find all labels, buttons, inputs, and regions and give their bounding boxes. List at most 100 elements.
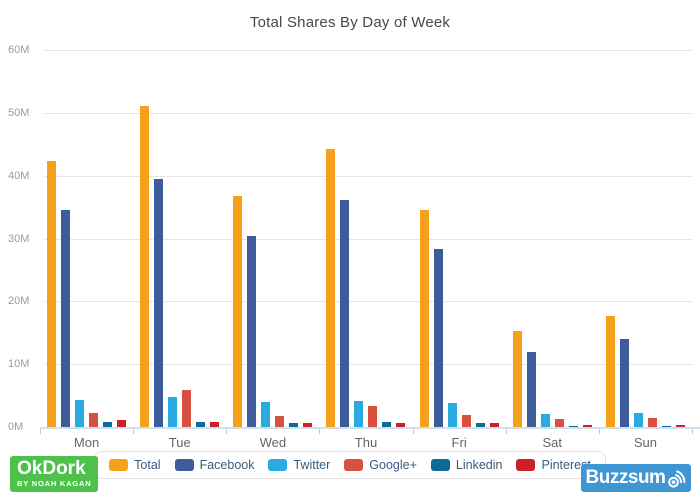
bar-linkedin-thu[interactable] xyxy=(382,421,392,427)
gridline-30M xyxy=(44,238,692,240)
legend-swatch-pinterest xyxy=(516,459,536,471)
bar-google-tue[interactable] xyxy=(182,389,192,427)
bar-pinterest-thu[interactable] xyxy=(396,423,406,427)
bar-facebook-tue[interactable] xyxy=(154,179,164,427)
bar-total-mon[interactable] xyxy=(47,161,57,427)
bar-facebook-sat[interactable] xyxy=(526,352,536,427)
bar-linkedin-tue[interactable] xyxy=(196,421,206,427)
bar-total-sun[interactable] xyxy=(605,316,615,427)
bar-total-thu[interactable] xyxy=(326,148,336,427)
legend-box: Total Facebook Twitter Google+ Linkedin Pinte… xyxy=(94,451,606,479)
gridline-10M xyxy=(44,364,692,366)
legend-item-total[interactable]: Total xyxy=(109,458,161,472)
x-axis-label-sat: Sat xyxy=(542,435,563,450)
okdork-logo[interactable]: OkDork BY NOAH KAGAN xyxy=(10,456,99,492)
y-axis-tick-60M: 60M xyxy=(8,44,30,56)
buzzsumo-logo[interactable]: Buzzsum xyxy=(581,464,691,492)
bar-linkedin-fri[interactable] xyxy=(475,423,485,427)
x-axis-label-tue: Tue xyxy=(168,435,191,450)
legend-label-google: Google+ xyxy=(369,458,417,472)
bar-facebook-fri[interactable] xyxy=(433,248,443,427)
x-axis-line xyxy=(40,427,700,429)
okdork-logo-subtitle: BY NOAH KAGAN xyxy=(17,479,92,488)
legend: Total Facebook Twitter Google+ Linkedin Pinte… xyxy=(0,451,700,479)
bar-pinterest-wed[interactable] xyxy=(303,422,313,427)
x-axis-tick-mark xyxy=(505,429,507,434)
bar-pinterest-fri[interactable] xyxy=(489,423,499,427)
bar-linkedin-sun[interactable] xyxy=(661,426,671,427)
gridline-50M xyxy=(44,112,692,114)
bar-twitter-thu[interactable] xyxy=(354,400,364,427)
x-axis-label-sun: Sun xyxy=(633,435,657,450)
bar-facebook-thu[interactable] xyxy=(340,200,350,427)
bar-pinterest-sat[interactable] xyxy=(582,425,592,427)
bar-total-tue[interactable] xyxy=(140,105,150,427)
bar-google-sun[interactable] xyxy=(647,418,657,427)
bar-total-wed[interactable] xyxy=(233,195,243,427)
okdork-logo-title: OkDork xyxy=(17,458,86,479)
legend-label-total: Total xyxy=(134,458,161,472)
y-axis-tick-40M: 40M xyxy=(8,169,30,182)
legend-swatch-facebook xyxy=(174,459,194,471)
x-axis-label-fri: Fri xyxy=(451,435,467,450)
bar-twitter-sun[interactable] xyxy=(633,412,643,427)
bar-google-wed[interactable] xyxy=(275,416,285,427)
legend-swatch-google xyxy=(344,459,364,471)
chart-title: Total Shares By Day of Week xyxy=(249,14,451,31)
y-axis-tick-50M: 50M xyxy=(8,106,30,119)
x-axis-label-mon: Mon xyxy=(73,435,100,450)
y-axis-tick-20M: 20M xyxy=(8,295,30,308)
buzzsumo-logo-text: Buzzsum xyxy=(585,467,666,488)
bar-google-fri[interactable] xyxy=(461,415,471,427)
bar-twitter-tue[interactable] xyxy=(168,396,178,427)
gridline-60M xyxy=(44,50,692,51)
gridline-20M xyxy=(44,301,692,303)
bar-group-tue xyxy=(133,50,226,427)
legend-item-twitter[interactable]: Twitter xyxy=(268,458,330,472)
x-axis-tick-mark xyxy=(226,429,228,434)
bar-google-sat[interactable] xyxy=(554,419,564,427)
gridline-40M xyxy=(44,175,692,177)
x-axis-tick-mark xyxy=(412,429,414,434)
bar-pinterest-sun[interactable] xyxy=(675,424,685,427)
legend-label-twitter: Twitter xyxy=(293,458,331,472)
legend-item-google[interactable]: Google+ xyxy=(344,458,417,472)
y-axis-tick-10M: 10M xyxy=(8,358,30,371)
x-axis-tick-mark xyxy=(598,429,600,434)
bar-twitter-mon[interactable] xyxy=(75,399,85,427)
bar-linkedin-mon[interactable] xyxy=(103,421,113,427)
bar-group-mon xyxy=(40,50,133,427)
bar-google-thu[interactable] xyxy=(368,405,378,427)
bar-twitter-sat[interactable] xyxy=(540,414,550,427)
bar-pinterest-mon[interactable] xyxy=(117,420,127,427)
bar-facebook-mon[interactable] xyxy=(61,210,71,427)
legend-item-facebook[interactable]: Facebook xyxy=(174,458,254,472)
bar-total-sat[interactable] xyxy=(512,330,522,427)
bar-pinterest-tue[interactable] xyxy=(210,421,220,427)
bar-group-sat xyxy=(506,50,599,427)
bar-twitter-fri[interactable] xyxy=(447,403,457,427)
bar-group-fri xyxy=(413,50,506,427)
legend-item-pinterest[interactable]: Pinterest xyxy=(516,458,591,472)
bar-linkedin-sat[interactable] xyxy=(568,426,578,427)
buzzsumo-sound-icon xyxy=(666,467,686,489)
x-axis-tick-mark xyxy=(319,429,321,434)
x-axis-tick-mark xyxy=(692,429,693,434)
y-axis-tick-0M: 0M xyxy=(8,421,24,433)
bar-group-wed xyxy=(226,50,319,427)
bar-facebook-sun[interactable] xyxy=(619,339,629,427)
legend-swatch-linkedin xyxy=(430,459,450,471)
bar-total-fri[interactable] xyxy=(419,209,429,427)
x-axis-tick-mark xyxy=(133,429,135,434)
bar-group-sun xyxy=(599,50,692,427)
bar-twitter-wed[interactable] xyxy=(261,401,271,427)
x-axis-tick-mark xyxy=(40,429,41,434)
bar-linkedin-wed[interactable] xyxy=(289,422,299,427)
legend-swatch-twitter xyxy=(268,459,288,471)
legend-swatch-total xyxy=(109,459,129,471)
bar-google-mon[interactable] xyxy=(89,412,99,427)
legend-item-linkedin[interactable]: Linkedin xyxy=(430,458,502,472)
bar-facebook-wed[interactable] xyxy=(247,236,257,427)
bar-group-thu xyxy=(319,50,412,427)
